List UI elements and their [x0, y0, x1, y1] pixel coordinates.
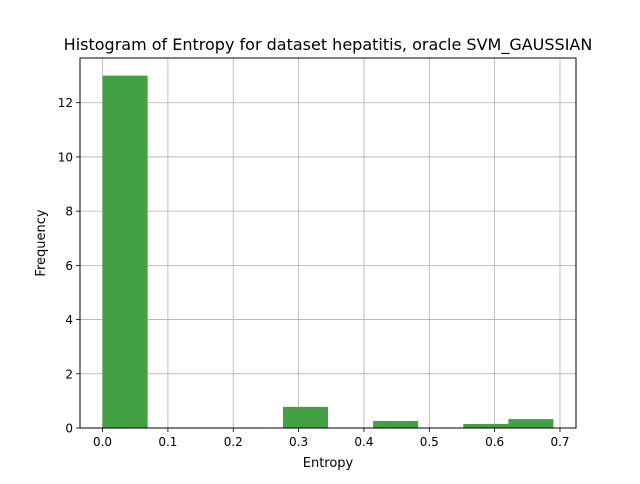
x-tick-label: 0.0 [93, 435, 112, 449]
x-tick-label: 0.6 [485, 435, 504, 449]
x-axis-label: Entropy [303, 456, 354, 471]
histogram-bar [282, 406, 328, 428]
histogram-bar [102, 75, 148, 428]
plot-frame [79, 57, 577, 429]
y-tick-label: 6 [65, 259, 73, 273]
histogram-bar [373, 420, 419, 428]
x-axis-ticks: 0.0 0.1 0.2 0.3 0.4 0.5 0.6 0.7 [93, 428, 570, 449]
x-tick-label: 0.3 [289, 435, 308, 449]
y-axis-ticks: 0 2 4 6 8 10 12 [58, 96, 80, 436]
x-tick-label: 0.7 [550, 435, 569, 449]
x-tick-label: 0.5 [420, 435, 439, 449]
y-tick-label: 12 [58, 96, 73, 110]
y-tick-label: 2 [65, 367, 73, 381]
x-tick-label: 0.4 [354, 435, 373, 449]
histogram-bar [508, 419, 554, 428]
y-tick-label: 0 [65, 422, 73, 436]
chart-title: Histogram of Entropy for dataset hepatit… [64, 35, 593, 55]
y-tick-label: 4 [65, 313, 73, 327]
bar-layer [102, 75, 554, 428]
histogram-bar [463, 423, 509, 428]
y-axis-label: Frequency [34, 209, 49, 276]
x-tick-label: 0.1 [158, 435, 177, 449]
x-tick-label: 0.2 [224, 435, 243, 449]
y-tick-label: 8 [65, 205, 73, 219]
y-tick-label: 10 [58, 150, 73, 164]
